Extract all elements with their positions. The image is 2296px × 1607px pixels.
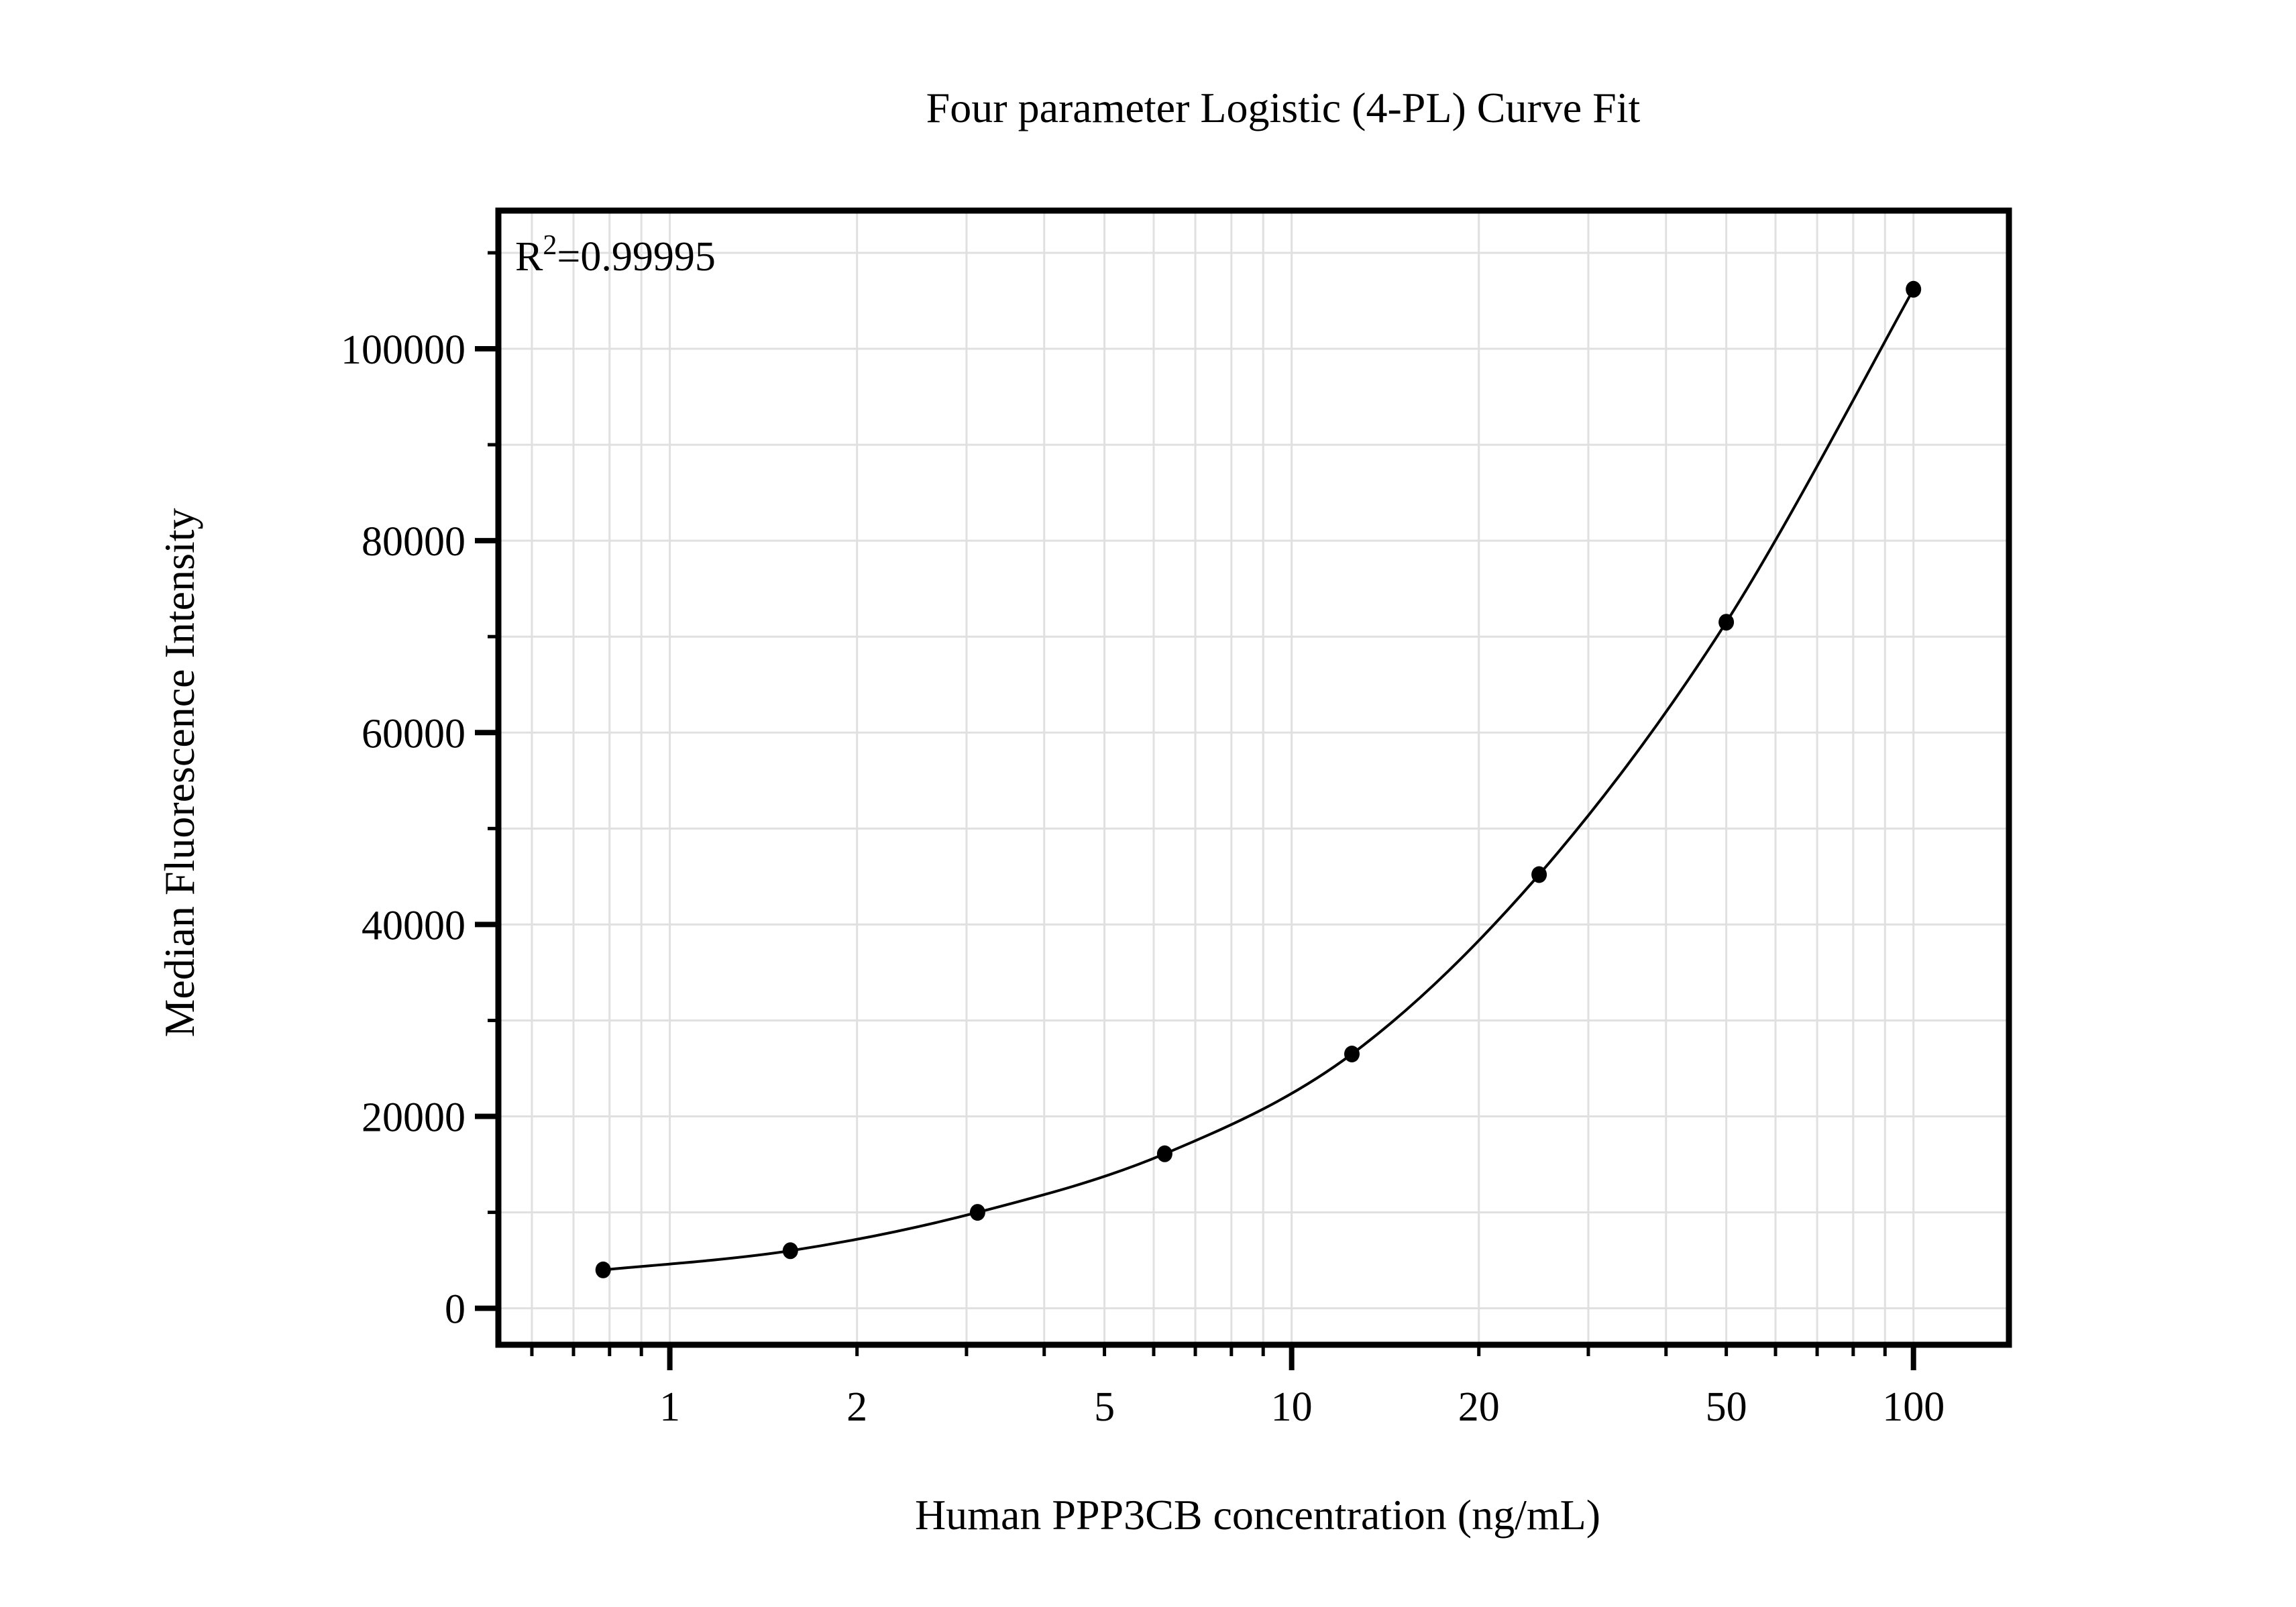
x-tick-label: 100 [1882, 1384, 1945, 1430]
data-point [595, 1261, 611, 1278]
plot-border [495, 207, 2012, 1348]
axis-ticks [475, 251, 1916, 1370]
y-tick-label: 20000 [362, 1095, 466, 1141]
data-point [1906, 280, 1922, 298]
y-tick-label: 80000 [362, 519, 466, 565]
data-point [1344, 1046, 1360, 1062]
y-tick-label: 60000 [362, 711, 466, 757]
tick-labels: 1 2 5 10 20 50 100 0 20000 40000 60000 80000 100000 [341, 327, 1945, 1430]
fit-curve [602, 288, 1915, 1272]
y-tick-label: 40000 [362, 903, 466, 948]
y-axis-title: Median Fluorescence Intensity [156, 508, 203, 1037]
r-squared-annotation: R2=0.99995 [515, 230, 716, 280]
r2-value: =0.99995 [557, 234, 715, 280]
data-point [1531, 866, 1547, 883]
fit-curve-path [602, 288, 1915, 1272]
y-tick-label: 0 [445, 1287, 466, 1333]
r2-superscript: 2 [543, 230, 557, 261]
x-tick-label: 2 [846, 1384, 867, 1430]
x-tick-label: 1 [659, 1384, 680, 1430]
y-tick-label: 100000 [341, 327, 466, 373]
data-point [969, 1204, 985, 1221]
data-point [1156, 1145, 1172, 1162]
data-point [1718, 614, 1735, 631]
x-tick-label: 20 [1458, 1384, 1500, 1430]
x-axis-title: Human PPP3CB concentration (ng/mL) [915, 1491, 1600, 1539]
x-tick-label: 50 [1706, 1384, 1747, 1430]
x-tick-label: 5 [1094, 1384, 1115, 1430]
data-points [595, 280, 1922, 1278]
x-tick-label: 10 [1271, 1384, 1313, 1430]
chart-title: Four parameter Logistic (4-PL) Curve Fit [926, 84, 1641, 131]
gridlines [498, 211, 2009, 1345]
data-point [782, 1242, 798, 1260]
r2-base: R [515, 234, 543, 280]
